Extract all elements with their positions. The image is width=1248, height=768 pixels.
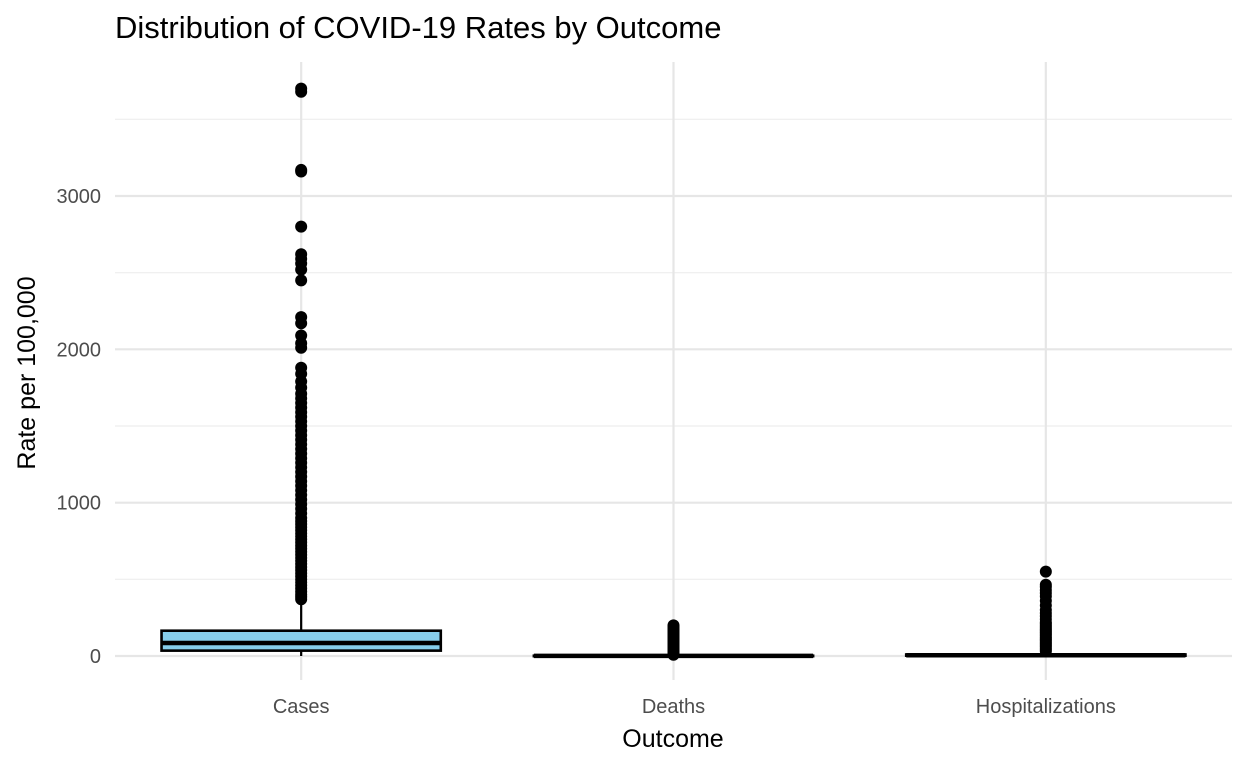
outlier-point <box>295 82 308 95</box>
outlier-point <box>295 274 308 287</box>
outlier-point <box>295 248 308 261</box>
y-axis-title: Rate per 100,000 <box>13 276 41 469</box>
grid-lines <box>115 62 1232 680</box>
outlier-point <box>295 361 308 374</box>
outlier-point <box>295 163 308 176</box>
outlier-points <box>295 82 1052 661</box>
outlier-point <box>1039 565 1052 578</box>
x-tick-label: Hospitalizations <box>976 696 1116 718</box>
x-tick-label: Cases <box>273 696 330 718</box>
outlier-point <box>295 311 308 324</box>
boxplot-cases <box>160 601 443 656</box>
chart-title: Distribution of COVID-19 Rates by Outcom… <box>115 10 721 45</box>
x-tick-label: Deaths <box>642 696 705 718</box>
x-axis-title: Outcome <box>622 725 723 753</box>
y-tick-label: 2000 <box>57 339 102 361</box>
outlier-point <box>667 619 680 632</box>
tick-labels: 0 1000 2000 3000 Cases Deaths Hospitalizations <box>57 186 1116 718</box>
y-tick-label: 1000 <box>57 493 102 515</box>
y-tick-label: 3000 <box>57 186 102 208</box>
y-tick-label: 0 <box>90 646 101 668</box>
outlier-point <box>295 220 308 233</box>
outlier-point <box>1039 578 1052 591</box>
outlier-point <box>295 329 308 342</box>
iqr-box <box>160 629 443 652</box>
